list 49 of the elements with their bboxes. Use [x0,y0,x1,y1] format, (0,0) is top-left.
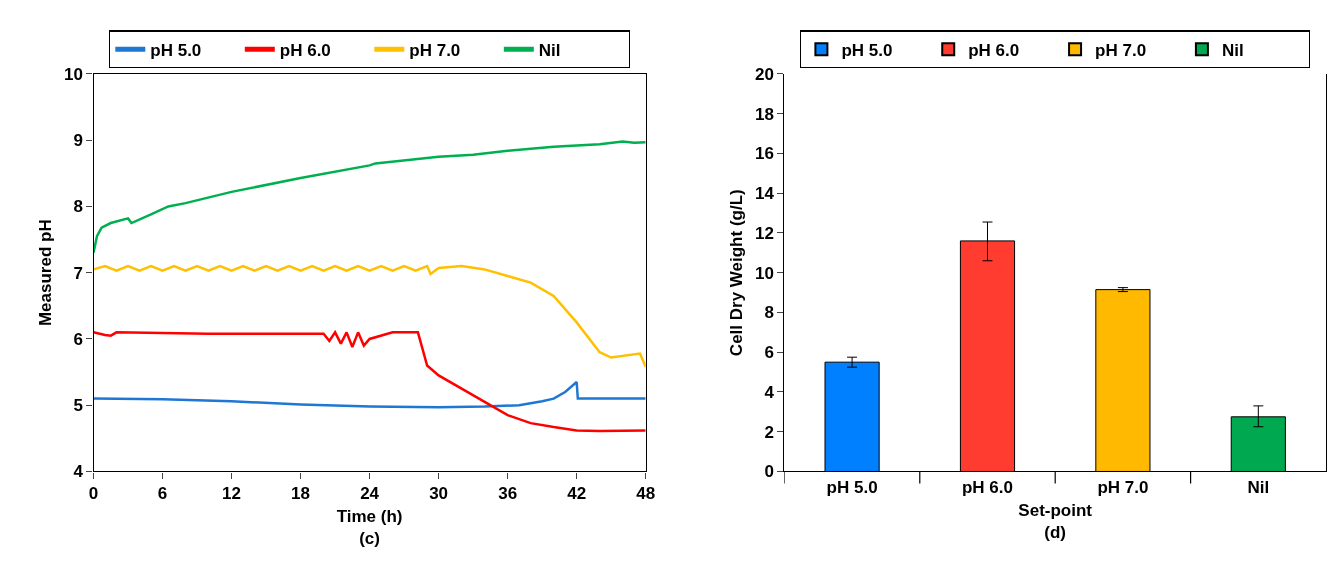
y-tick-label: 18 [754,104,774,124]
y-tick-label: 6 [764,343,774,363]
legend-label: pH 5.0 [150,40,202,60]
y-tick-label: 6 [73,329,84,349]
y-tick-label: 12 [754,223,774,243]
line-series [93,264,646,369]
y-tick-label: 2 [764,422,774,442]
legend-label: pH 7.0 [409,40,461,60]
y-axis-title: Measured pH [35,219,55,327]
x-tick-label: Nil [1247,477,1270,497]
line-series [93,380,646,409]
x-tick-label: 18 [291,483,311,503]
x-tick-label: pH 5.0 [826,477,878,497]
legend-label: Nil [538,40,561,60]
line-series [93,331,646,433]
y-tick-label: 0 [764,462,774,482]
y-tick-label: 7 [73,263,84,283]
legend-label: pH 5.0 [841,40,893,60]
x-tick-label: 42 [567,483,587,503]
x-axis-title: Set-point [1018,501,1093,521]
y-tick-label: 5 [73,396,84,416]
x-tick-label: 48 [636,483,656,503]
y-tick-label: 8 [73,197,84,217]
x-tick-label: 24 [360,483,380,503]
y-tick-label: 9 [73,131,84,151]
y-tick-label: 10 [754,263,774,283]
y-axis-title: Cell Dry Weight (g/L) [726,189,746,357]
x-axis-title: Time (h) [336,507,403,527]
y-tick-label: 10 [64,64,84,84]
y-tick-label: 4 [764,382,775,402]
x-tick-label: 12 [222,483,242,503]
legend-label: pH 6.0 [279,40,331,60]
x-tick-label: pH 7.0 [1097,477,1149,497]
text: (c) [359,529,380,549]
y-tick-label: 8 [764,303,774,323]
text: (d) [1044,523,1067,543]
x-tick-label: 30 [429,483,449,503]
line-series [93,140,646,255]
x-tick-label: 0 [88,483,99,503]
y-tick-label: 14 [754,184,775,204]
x-tick-label: 36 [498,483,518,503]
x-tick-label: 6 [157,483,168,503]
y-tick-label: 16 [754,144,774,164]
legend-label: pH 6.0 [968,40,1020,60]
y-tick-label: 20 [754,64,774,84]
x-tick-label: pH 6.0 [961,477,1014,497]
y-tick-label: 4 [73,462,84,482]
legend-label: Nil [1221,40,1244,60]
legend-label: pH 7.0 [1095,40,1147,60]
